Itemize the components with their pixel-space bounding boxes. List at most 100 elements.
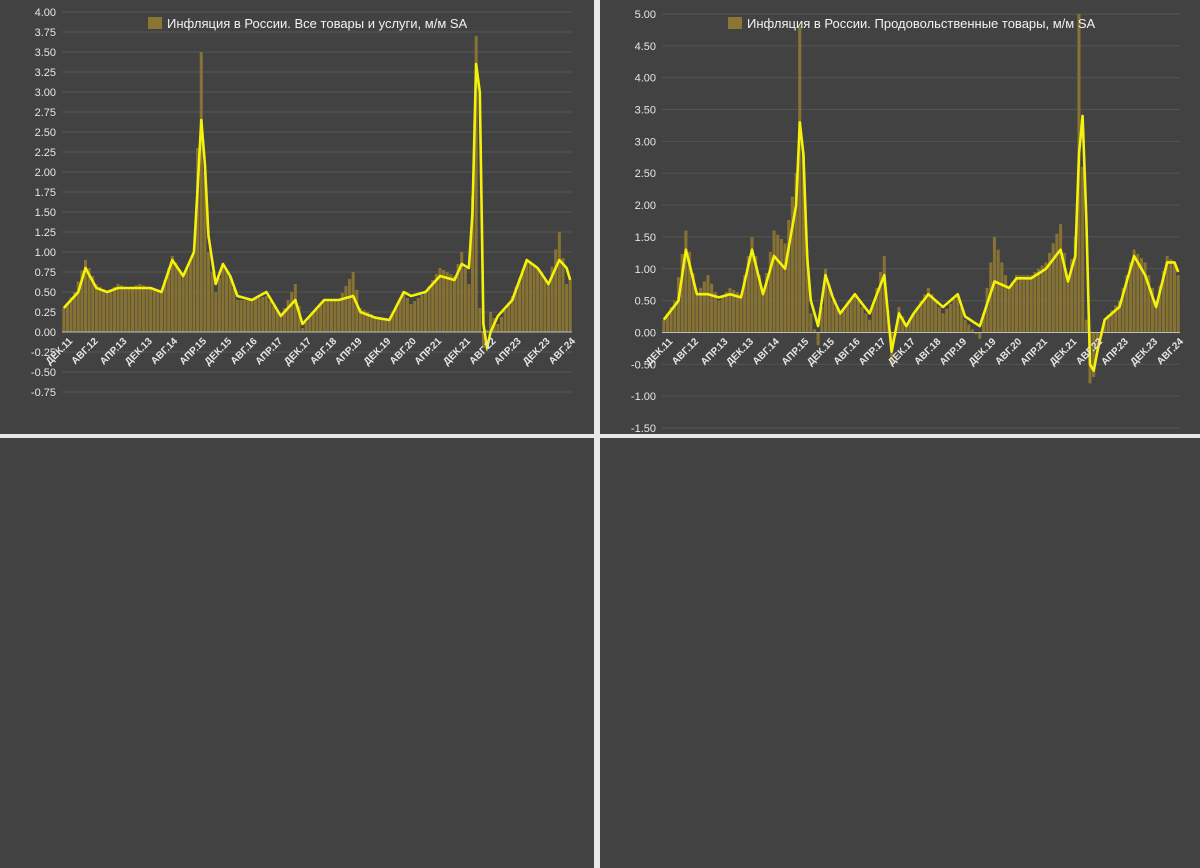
bar bbox=[1103, 319, 1107, 333]
bar bbox=[1014, 275, 1019, 333]
bar bbox=[282, 308, 286, 332]
trend-line bbox=[662, 114, 1180, 372]
x-tick-label: ДЕК.15 bbox=[805, 336, 837, 368]
bar bbox=[761, 294, 765, 333]
bar bbox=[304, 322, 308, 332]
y-tick-label: 0.50 bbox=[35, 287, 56, 299]
x-tick-label: АПР.19 bbox=[938, 336, 970, 368]
bar bbox=[772, 230, 776, 333]
bar bbox=[757, 275, 761, 333]
y-tick-label: -0.25 bbox=[31, 347, 56, 359]
bar bbox=[362, 310, 366, 332]
bar bbox=[181, 276, 185, 332]
bar bbox=[1048, 252, 1052, 333]
bar bbox=[676, 277, 681, 333]
bar bbox=[823, 268, 828, 333]
bar bbox=[557, 232, 561, 332]
bar bbox=[1007, 287, 1011, 333]
bar-series bbox=[662, 14, 1180, 384]
bar bbox=[765, 273, 769, 333]
bar bbox=[963, 319, 967, 333]
bar bbox=[369, 314, 373, 332]
bar bbox=[1051, 243, 1055, 333]
bar bbox=[138, 284, 142, 332]
bar bbox=[355, 290, 359, 332]
bar bbox=[546, 284, 551, 332]
bar bbox=[1000, 262, 1004, 333]
bar bbox=[250, 300, 254, 332]
bar bbox=[449, 274, 453, 332]
bar bbox=[1121, 287, 1125, 333]
bar bbox=[554, 249, 558, 332]
bar bbox=[1172, 262, 1177, 333]
bar bbox=[550, 266, 554, 332]
bar bbox=[206, 252, 211, 332]
bar bbox=[1165, 256, 1169, 333]
x-tick-label: АВГ.14 bbox=[149, 336, 180, 367]
bar bbox=[514, 287, 518, 332]
bar bbox=[750, 236, 754, 333]
bar bbox=[405, 298, 409, 332]
bar bbox=[915, 306, 919, 333]
bar bbox=[105, 292, 109, 332]
bar bbox=[315, 308, 319, 332]
bar bbox=[257, 298, 261, 332]
bar bbox=[1147, 275, 1151, 333]
bar bbox=[948, 303, 952, 333]
bar bbox=[539, 273, 543, 332]
bar bbox=[959, 306, 963, 333]
bar bbox=[673, 300, 677, 333]
bar bbox=[1136, 253, 1140, 333]
bar bbox=[264, 296, 268, 332]
bar bbox=[73, 292, 77, 332]
bar bbox=[185, 268, 189, 332]
y-tick-label: 4.00 bbox=[35, 7, 56, 19]
y-tick-label: 1.50 bbox=[635, 232, 656, 244]
x-tick-label: АПР.21 bbox=[1019, 336, 1051, 368]
bar bbox=[1059, 224, 1063, 333]
bar bbox=[141, 285, 145, 332]
bar bbox=[695, 294, 699, 333]
bar bbox=[225, 270, 229, 332]
bar bbox=[801, 154, 805, 333]
bar bbox=[1143, 262, 1147, 333]
bar bbox=[732, 290, 736, 333]
y-tick-label: 2.25 bbox=[35, 147, 56, 159]
bar bbox=[416, 298, 420, 332]
bar bbox=[518, 278, 522, 332]
bar bbox=[290, 292, 294, 332]
legend-swatch bbox=[728, 17, 742, 29]
bar bbox=[739, 294, 743, 333]
bar bbox=[834, 306, 839, 333]
bar bbox=[989, 262, 993, 333]
bar bbox=[1081, 166, 1085, 333]
bar bbox=[684, 230, 688, 333]
x-tick-label: АВГ.12 bbox=[670, 336, 701, 367]
bar bbox=[445, 272, 449, 332]
bar bbox=[805, 249, 809, 333]
bar bbox=[471, 196, 475, 332]
bar bbox=[937, 306, 941, 333]
bar bbox=[474, 36, 478, 332]
bar bbox=[409, 304, 413, 332]
bar bbox=[134, 285, 138, 332]
bar bbox=[904, 326, 908, 333]
bar bbox=[525, 260, 529, 332]
y-tick-label: 1.25 bbox=[35, 227, 56, 239]
bar bbox=[152, 289, 156, 332]
bar bbox=[460, 252, 464, 332]
bar bbox=[536, 268, 540, 332]
x-tick-label: ДЕК.21 bbox=[1048, 336, 1080, 368]
bar bbox=[1117, 300, 1121, 333]
chart-all-goods-services: 4.00 3.75 3.50 3.25 3.00 2.75 2.50 2.25 2.00 1.75… bbox=[31, 7, 578, 399]
chart-food-goods: 5.00 4.50 4.00 3.50 3.00 2.50 2.00 1.50 1.00 0.50… bbox=[631, 9, 1186, 434]
bar bbox=[735, 292, 739, 333]
y-tick-label: 0.50 bbox=[635, 296, 656, 308]
chart-panel-all-goods-services: 4.00 3.75 3.50 3.25 3.00 2.75 2.50 2.25 2.00 1.75… bbox=[0, 0, 594, 434]
bar bbox=[985, 287, 989, 333]
bar bbox=[123, 286, 127, 332]
y-tick-label: 1.00 bbox=[35, 247, 56, 259]
bar bbox=[1037, 268, 1041, 333]
bar bbox=[275, 311, 279, 332]
bar bbox=[1169, 259, 1173, 333]
